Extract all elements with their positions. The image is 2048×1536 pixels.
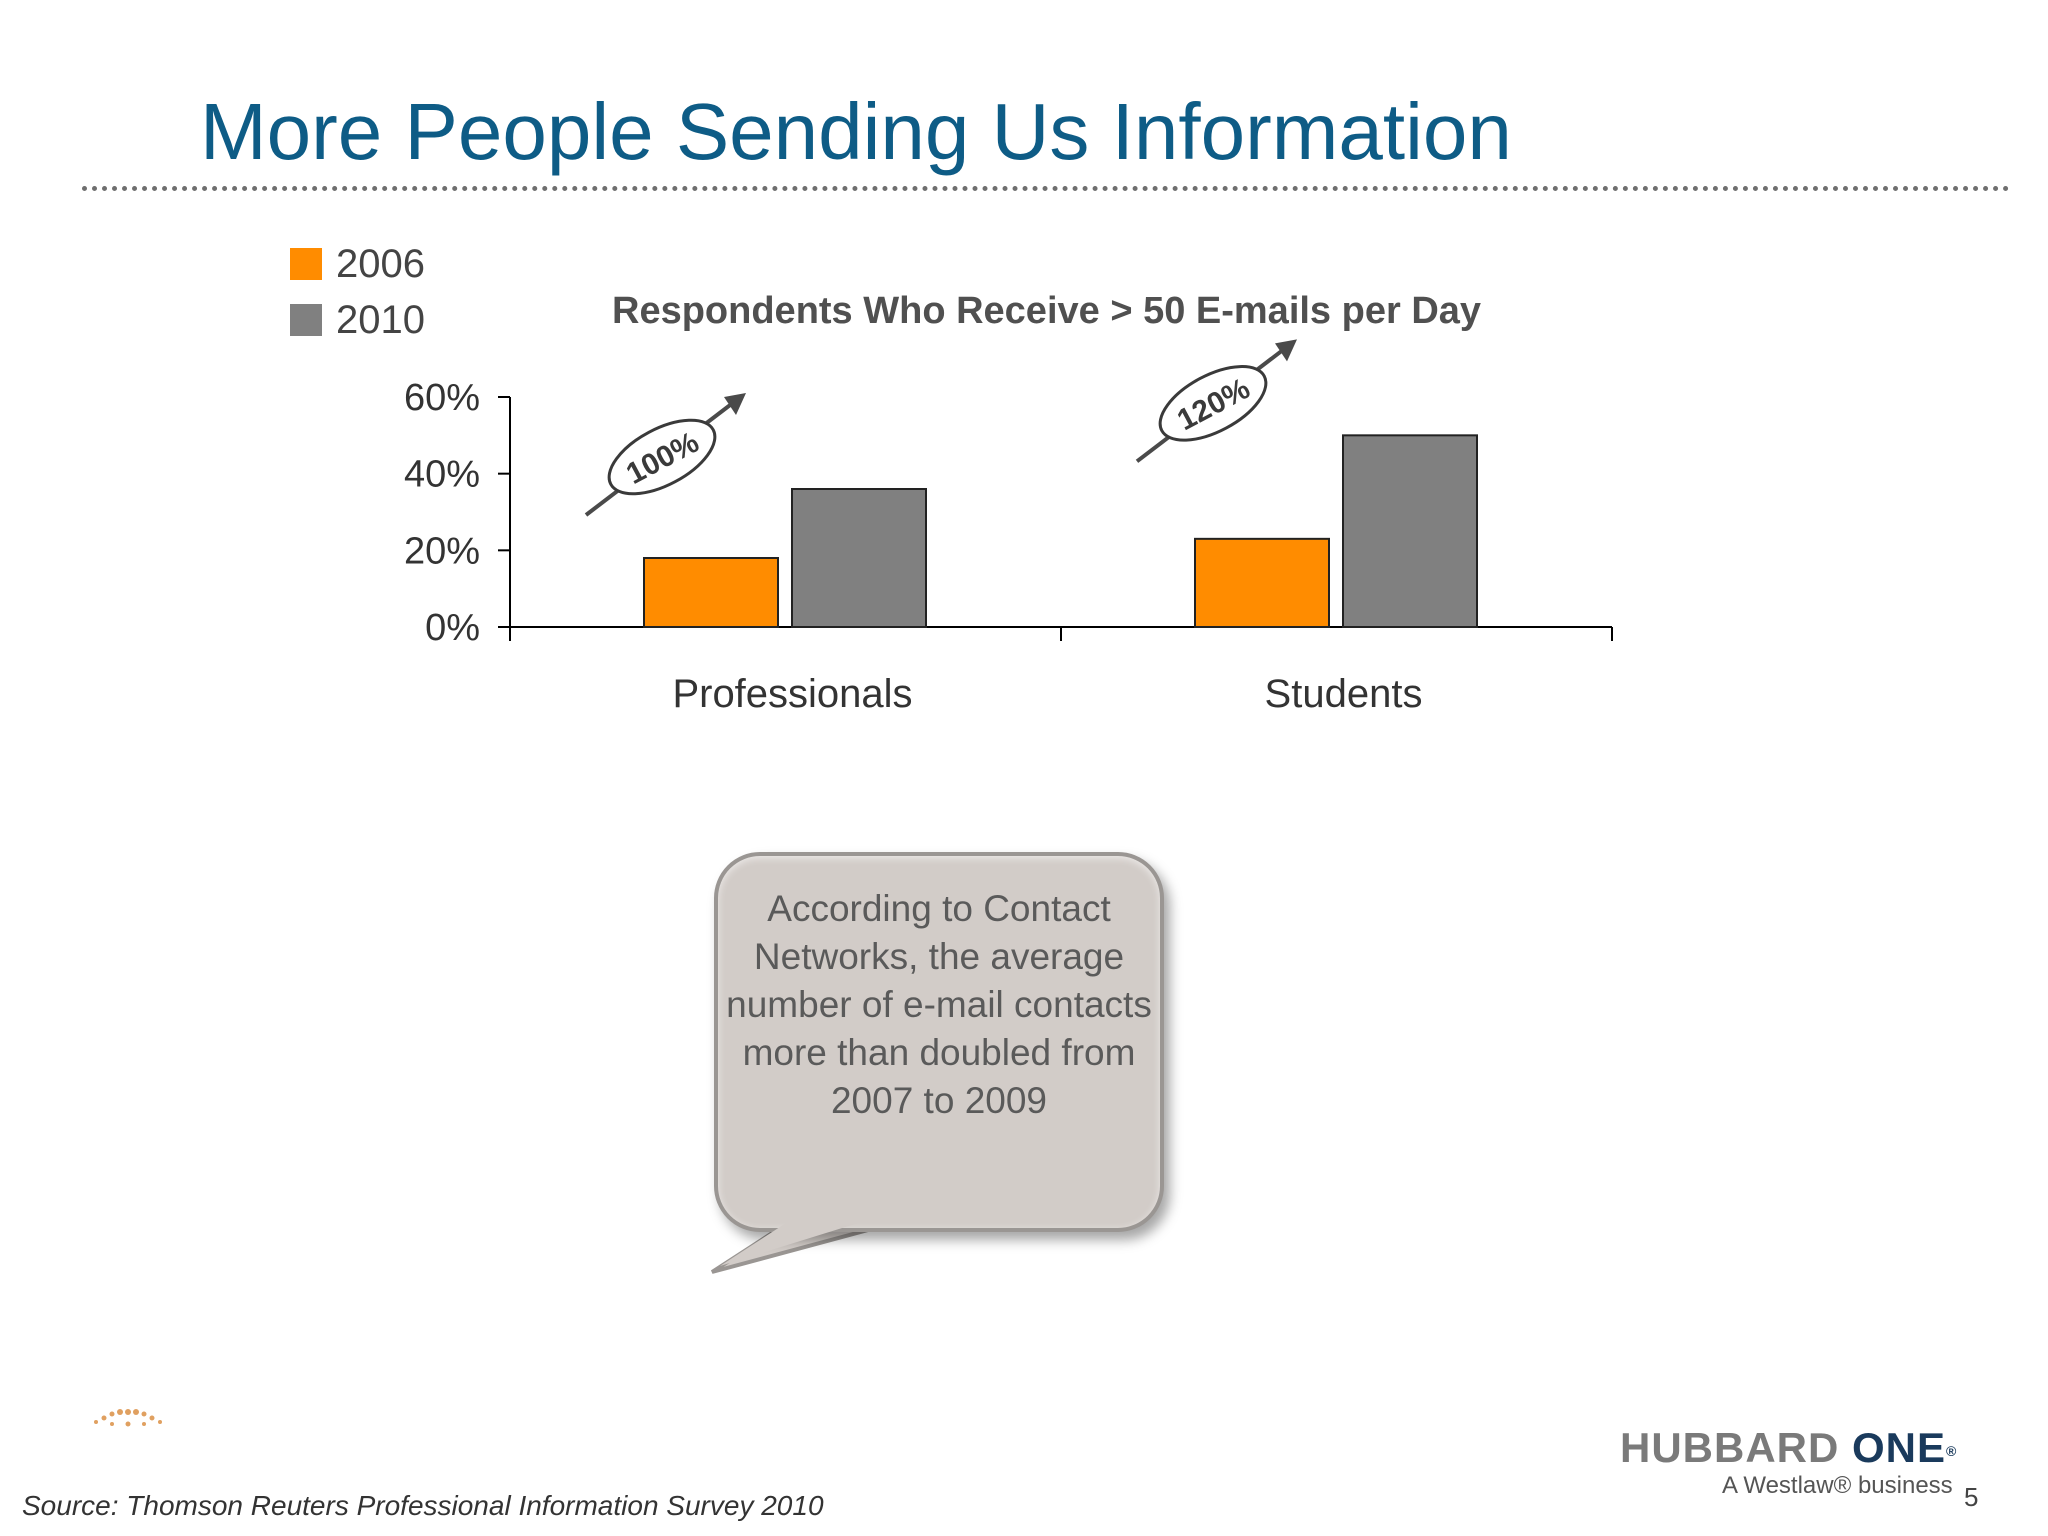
chart-legend: 2006 2010 <box>290 236 425 348</box>
bar-professionals-2006 <box>643 557 779 628</box>
page-number: 5 <box>1964 1482 1979 1512</box>
legend-label-2006: 2006 <box>336 241 425 286</box>
y-tick-label: 40% <box>404 454 480 496</box>
source-note: Source: Thomson Reuters Professional Inf… <box>22 1490 824 1521</box>
bar-students-2006 <box>1194 537 1330 628</box>
y-tick-label: 20% <box>404 530 480 572</box>
decorative-dots-icon <box>94 1409 162 1427</box>
y-tick-label: 0% <box>425 607 480 649</box>
bar-students-2010 <box>1342 434 1478 629</box>
slide-title: More People Sending Us Information <box>200 87 1512 176</box>
legend-swatch-2010 <box>290 304 322 336</box>
bar-professionals-2010 <box>791 488 927 628</box>
callout-text: According to Contact Networks, the avera… <box>726 888 1152 1121</box>
y-tick-label: 60% <box>404 377 480 419</box>
x-category-label: Professionals <box>672 672 912 716</box>
logo-word-1: HUBBARD <box>1620 1424 1840 1471</box>
logo-tagline: A Westlaw® business <box>1722 1472 1953 1499</box>
logo-word-2: ONE <box>1852 1424 1947 1471</box>
legend-label-2010: 2010 <box>336 297 425 342</box>
growth-arrowhead-icon <box>724 393 746 415</box>
callout-bubble <box>714 852 1164 1232</box>
x-category-label: Students <box>1265 672 1423 716</box>
logo-registered-mark: ® <box>1946 1442 1958 1459</box>
legend-item-2010: 2010 <box>290 292 425 348</box>
growth-arrowhead-icon <box>1275 339 1297 362</box>
company-logo: HUBBARD ONE® <box>1620 1424 1957 1472</box>
title-divider <box>82 186 2010 191</box>
legend-swatch-2006 <box>290 248 322 280</box>
legend-item-2006: 2006 <box>290 236 425 292</box>
growth-label-oval <box>607 418 717 496</box>
chart-title: Respondents Who Receive > 50 E-mails per… <box>612 290 1482 332</box>
growth-label-oval <box>1158 365 1268 442</box>
